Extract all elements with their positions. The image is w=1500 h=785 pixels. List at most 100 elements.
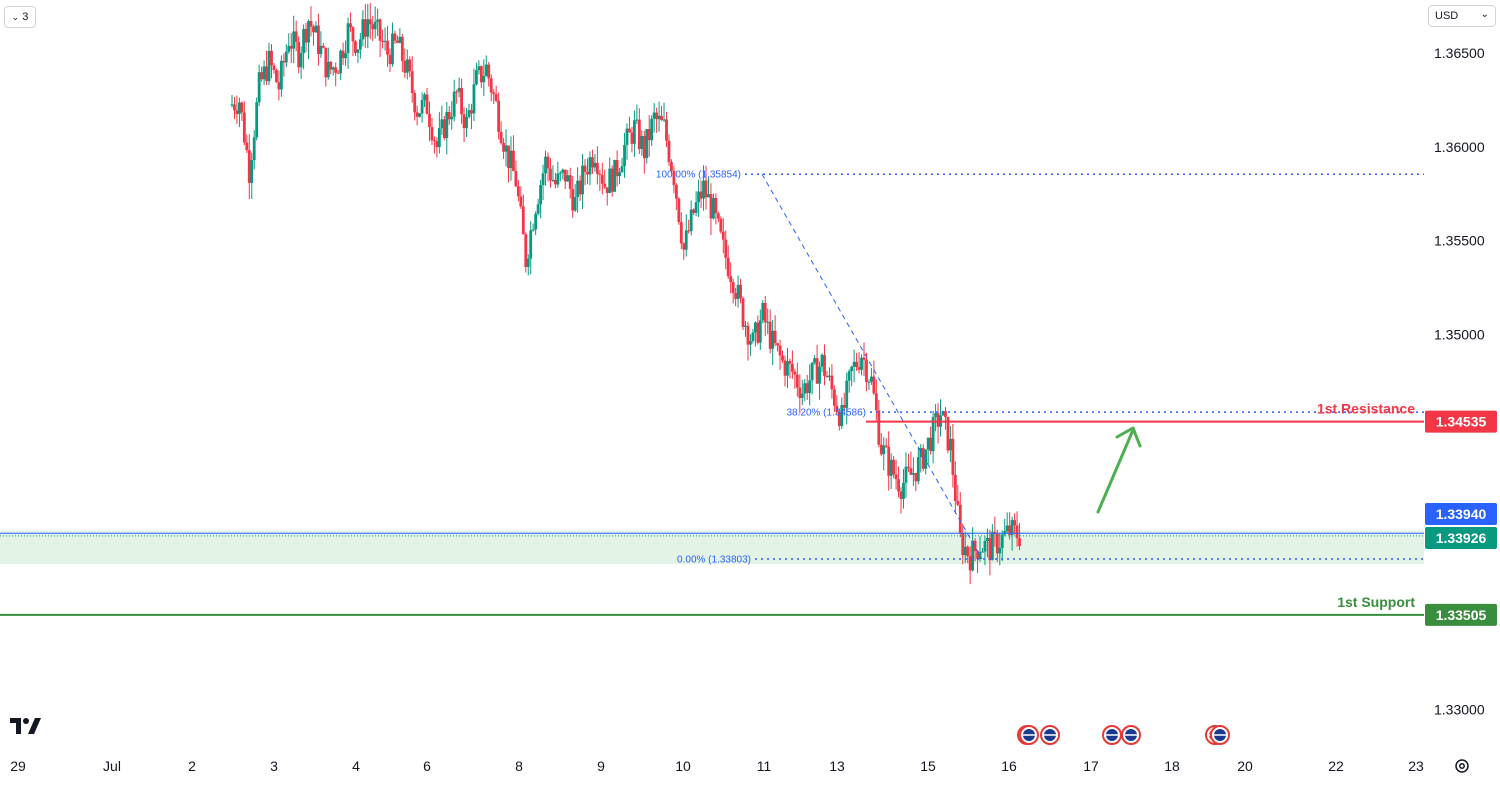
candle-body: [657, 115, 661, 120]
gear-icon[interactable]: [1452, 756, 1472, 776]
candle: [405, 49, 409, 80]
candle-body: [667, 140, 671, 163]
candle: [257, 64, 261, 107]
candle-body: [803, 383, 807, 394]
candle-body: [546, 156, 550, 169]
candle-body: [287, 45, 291, 52]
candle: [709, 183, 713, 235]
candle-body: [749, 341, 752, 345]
candle-body: [479, 66, 483, 83]
candle-body: [489, 78, 493, 93]
candle: [847, 369, 851, 393]
candle-body: [250, 160, 254, 183]
candle: [758, 309, 762, 350]
candle: [329, 60, 333, 75]
candle-body: [884, 445, 888, 447]
candle: [529, 221, 533, 275]
candle-body: [697, 191, 700, 203]
candle-body: [894, 474, 898, 480]
candle: [504, 129, 508, 167]
candle-body: [526, 258, 530, 268]
candle-body: [435, 141, 439, 148]
candle: [805, 375, 809, 400]
us-event-flag[interactable]: [1040, 725, 1060, 745]
candle-body: [758, 320, 762, 343]
candle: [600, 162, 604, 195]
support-price-tag-text: 1.33505: [1436, 607, 1487, 623]
candle: [1005, 512, 1009, 534]
candle-body: [924, 449, 928, 469]
candle: [341, 42, 345, 66]
x-axis-tick: 8: [515, 758, 523, 774]
candle: [800, 379, 804, 406]
candle: [526, 254, 530, 276]
candle-body: [245, 142, 249, 151]
candle: [628, 116, 631, 133]
candle: [739, 278, 742, 304]
candle-body: [558, 172, 562, 174]
candle: [716, 211, 720, 223]
candle-body: [329, 61, 333, 70]
candle-body: [433, 140, 436, 142]
candle-body: [445, 111, 449, 139]
candle-body: [252, 137, 256, 161]
x-axis-tick: 6: [423, 758, 431, 774]
candle: [516, 180, 520, 202]
candle-body: [233, 104, 236, 111]
candle: [682, 242, 686, 260]
candle: [373, 6, 377, 39]
candle: [536, 198, 540, 216]
candle-body: [1015, 525, 1019, 539]
candle: [339, 49, 343, 81]
candle: [657, 101, 661, 132]
y-axis-tick: 1.35000: [1434, 326, 1485, 342]
candle-body: [289, 45, 293, 49]
candle: [707, 177, 710, 198]
candle-body: [761, 303, 765, 321]
candle-body: [949, 438, 952, 451]
currency-selector[interactable]: USD ⌄: [1428, 5, 1496, 27]
candle-body: [672, 170, 676, 185]
candle: [781, 350, 784, 364]
candle-body: [798, 387, 802, 399]
candle-body: [405, 59, 409, 73]
candle: [1008, 512, 1012, 540]
candle-body: [265, 66, 268, 82]
candles: [230, 2, 1021, 585]
candle: [403, 48, 407, 78]
us-event-flag[interactable]: [1210, 725, 1230, 745]
tradingview-logo[interactable]: [10, 717, 42, 735]
candle: [741, 296, 745, 330]
candle: [312, 24, 315, 46]
us-event-flag[interactable]: [1121, 725, 1141, 745]
candle-body: [909, 468, 913, 475]
candle-body: [603, 183, 607, 188]
candle-body: [704, 180, 708, 198]
candle-body: [862, 357, 866, 360]
candle: [633, 110, 636, 157]
candle: [813, 355, 817, 365]
candle-body: [383, 40, 387, 42]
candle: [746, 321, 750, 361]
candle: [598, 169, 602, 192]
candle: [262, 60, 266, 86]
candle: [272, 63, 276, 74]
candle-body: [702, 180, 705, 199]
candle-body: [519, 196, 523, 207]
candle: [699, 180, 703, 209]
candle-body: [354, 41, 357, 53]
candle: [539, 179, 542, 219]
candle-body: [297, 41, 301, 68]
x-axis-tick: 15: [920, 758, 936, 774]
uk-event-flag[interactable]: [1102, 725, 1122, 745]
candle: [541, 164, 545, 201]
interval-selector[interactable]: ⌄ 3: [4, 6, 36, 28]
candle: [832, 385, 836, 412]
candle: [371, 15, 375, 42]
uk-event-flag[interactable]: [1019, 725, 1039, 745]
candle-body: [539, 185, 542, 205]
candle-body: [783, 360, 787, 376]
candle-body: [561, 169, 565, 173]
candle-body: [753, 322, 757, 333]
